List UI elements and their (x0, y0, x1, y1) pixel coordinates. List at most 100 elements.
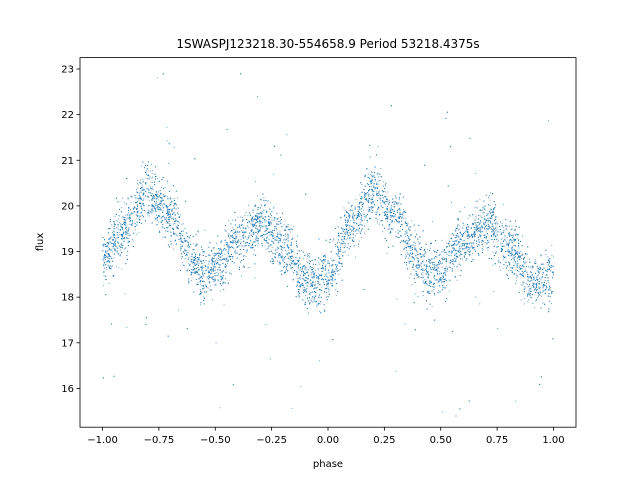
data-point (254, 277, 256, 279)
data-point (534, 306, 536, 308)
data-point (107, 264, 109, 266)
data-point (129, 234, 131, 236)
data-point (231, 219, 234, 221)
data-point (390, 230, 392, 232)
data-point (231, 242, 233, 244)
data-point (208, 261, 210, 263)
data-point (359, 218, 361, 220)
data-point (520, 284, 522, 286)
data-point (433, 288, 435, 290)
data-point (220, 285, 223, 287)
data-point (356, 232, 358, 234)
data-point (264, 221, 266, 223)
data-point (369, 201, 371, 203)
data-point (360, 210, 362, 213)
data-point (193, 248, 195, 251)
data-point (468, 243, 471, 245)
data-point (536, 297, 538, 299)
data-point (140, 197, 142, 199)
data-point (408, 226, 410, 228)
data-point (252, 220, 254, 223)
data-point (490, 212, 492, 214)
data-point (480, 221, 482, 223)
data-point (128, 218, 130, 220)
data-point (535, 300, 537, 302)
data-point (240, 275, 243, 277)
data-point (291, 407, 293, 409)
data-point (363, 197, 366, 199)
data-point (332, 240, 334, 242)
data-point (196, 260, 198, 262)
data-point (403, 209, 405, 211)
data-point (255, 228, 257, 230)
data-point (353, 230, 355, 233)
data-point (271, 263, 273, 265)
data-point (533, 279, 535, 281)
data-point (271, 219, 273, 221)
data-point (103, 267, 106, 269)
data-point (227, 259, 230, 261)
data-point (417, 296, 419, 298)
data-point (152, 170, 154, 172)
data-point (325, 296, 328, 298)
data-point (122, 233, 124, 235)
data-point (517, 251, 519, 253)
data-point (138, 199, 140, 201)
data-point (139, 192, 141, 194)
data-point (273, 243, 275, 245)
data-point (180, 243, 182, 245)
data-point (240, 230, 243, 232)
data-point (502, 242, 504, 244)
data-point (174, 222, 176, 224)
data-point (150, 164, 152, 166)
data-point (337, 254, 339, 257)
data-point (300, 278, 302, 280)
data-point (404, 235, 406, 237)
data-point (283, 224, 285, 226)
data-point (422, 275, 424, 277)
data-point (433, 276, 435, 278)
data-point (167, 208, 169, 210)
data-point (177, 197, 179, 199)
data-point (435, 279, 437, 282)
data-point (278, 233, 280, 235)
data-point (330, 257, 332, 259)
data-point (255, 240, 257, 242)
data-point (316, 304, 318, 306)
data-point (215, 342, 217, 344)
data-point (474, 221, 476, 223)
data-point (211, 299, 213, 301)
data-point (482, 241, 484, 243)
data-point (180, 239, 182, 241)
data-point (332, 264, 334, 266)
data-point (287, 223, 289, 225)
data-point (138, 209, 140, 211)
data-point (289, 258, 291, 260)
data-point (279, 231, 281, 233)
data-point (282, 239, 285, 241)
data-point (201, 285, 203, 287)
data-point (461, 258, 464, 260)
data-point (548, 282, 550, 284)
data-point (405, 242, 407, 244)
data-point (411, 254, 413, 256)
data-point (319, 360, 321, 362)
data-point (429, 283, 431, 285)
data-point (122, 222, 124, 224)
data-point (436, 266, 438, 268)
data-point (359, 222, 361, 224)
data-point (298, 278, 300, 280)
data-point (306, 255, 309, 257)
data-point (389, 199, 391, 201)
data-point (534, 259, 536, 261)
data-point (290, 259, 292, 262)
data-point (173, 217, 175, 219)
data-point (542, 302, 544, 304)
data-point (431, 220, 433, 223)
data-point (108, 282, 110, 284)
data-point (354, 235, 357, 237)
data-point (338, 242, 340, 244)
data-point (355, 222, 357, 224)
data-point (506, 225, 509, 227)
data-point (292, 257, 294, 259)
